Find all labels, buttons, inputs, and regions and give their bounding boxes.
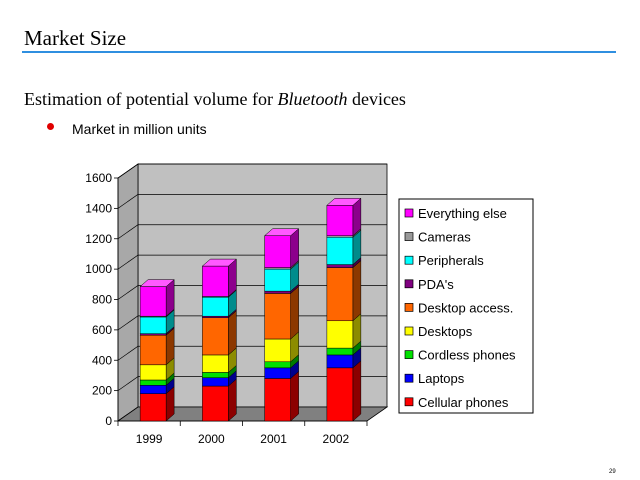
bar-segment bbox=[139, 316, 167, 334]
bar-segment bbox=[326, 236, 354, 265]
bar-segment bbox=[326, 367, 354, 422]
bar-segment bbox=[139, 385, 167, 394]
subtitle-tail: devices bbox=[347, 89, 406, 109]
bar-segment bbox=[139, 379, 167, 386]
legend-label: Cordless phones bbox=[418, 348, 516, 363]
bar-segment bbox=[326, 264, 354, 268]
y-tick-label: 800 bbox=[92, 293, 112, 307]
legend-swatch bbox=[404, 326, 414, 336]
bar-segment bbox=[264, 293, 291, 340]
bar-segment bbox=[139, 286, 167, 317]
bar-segment bbox=[139, 334, 167, 366]
legend-swatch bbox=[404, 208, 414, 218]
gridline bbox=[117, 315, 387, 331]
bar-segment bbox=[202, 385, 229, 422]
bar-segment bbox=[264, 378, 291, 422]
bar-segment bbox=[139, 364, 167, 381]
slide-subtitle: Estimation of potential volume for Bluet… bbox=[24, 89, 406, 110]
legend-swatch bbox=[404, 279, 414, 289]
gridline bbox=[117, 345, 387, 361]
bar-segment bbox=[326, 320, 354, 349]
bar-segment-side bbox=[290, 370, 299, 422]
bar-segment-side bbox=[352, 260, 362, 322]
legend-swatch bbox=[404, 397, 414, 407]
bar-segment bbox=[264, 268, 291, 292]
bar-segment-side bbox=[228, 310, 237, 356]
bar-segment bbox=[326, 205, 354, 236]
x-tick-label: 2000 bbox=[198, 432, 225, 446]
y-tick-label: 200 bbox=[92, 384, 112, 398]
legend-label: Cellular phones bbox=[418, 395, 509, 410]
bar-top-cap bbox=[201, 258, 238, 267]
legend-swatch bbox=[404, 350, 414, 359]
bullet-text: Market in million units bbox=[72, 121, 207, 137]
title-divider bbox=[22, 51, 616, 53]
bullet-dot-icon bbox=[47, 123, 54, 130]
bar-segment bbox=[202, 296, 229, 317]
bar-top-cap bbox=[263, 228, 300, 236]
bar-segment bbox=[264, 290, 291, 294]
subtitle-lead: Estimation of potential volume for bbox=[24, 89, 278, 109]
y-tick-label: 400 bbox=[92, 353, 112, 367]
y-tick-label: 0 bbox=[105, 414, 112, 428]
legend-swatch bbox=[404, 232, 414, 241]
bar-top-cap bbox=[139, 279, 175, 287]
x-tick-label: 2002 bbox=[323, 432, 350, 446]
bar-segment bbox=[264, 367, 291, 379]
legend-label: Desktop access. bbox=[418, 300, 513, 315]
bar-segment bbox=[264, 361, 291, 369]
y-tick-label: 1400 bbox=[85, 201, 112, 215]
legend-label: Laptops bbox=[418, 371, 465, 386]
chart-legend bbox=[398, 198, 534, 414]
bar-segment bbox=[202, 377, 229, 387]
gridline bbox=[117, 285, 387, 300]
y-tick-label: 1600 bbox=[85, 171, 112, 185]
x-tick-label: 1999 bbox=[136, 432, 163, 446]
bar-segment-side bbox=[352, 360, 362, 422]
bar-segment-side bbox=[290, 285, 299, 340]
bar-segment bbox=[202, 372, 229, 378]
gridline bbox=[117, 194, 387, 209]
legend-swatch bbox=[404, 255, 414, 265]
x-tick-label: 2001 bbox=[260, 432, 287, 446]
bar-segment bbox=[326, 354, 354, 369]
y-tick-label: 600 bbox=[92, 323, 112, 337]
legend-label: Desktops bbox=[418, 324, 473, 339]
legend-label: Everything else bbox=[418, 206, 507, 221]
legend-swatch bbox=[404, 303, 414, 312]
legend-label: Peripherals bbox=[418, 253, 484, 268]
subtitle-emphasis: Bluetooth bbox=[277, 89, 348, 109]
gridline bbox=[117, 254, 387, 270]
bar-segment bbox=[139, 393, 167, 422]
bar-segment bbox=[202, 265, 229, 297]
bar-top-cap bbox=[326, 198, 362, 206]
bar-segment bbox=[202, 354, 229, 373]
page-number: 29 bbox=[609, 469, 616, 475]
legend-label: Cameras bbox=[418, 230, 471, 245]
gridline bbox=[117, 224, 387, 240]
legend-swatch bbox=[404, 373, 414, 383]
slide-title: Market Size bbox=[24, 26, 127, 50]
gridline bbox=[117, 376, 387, 391]
bar-segment bbox=[326, 267, 354, 322]
y-tick-label: 1200 bbox=[85, 232, 112, 246]
bar-segment bbox=[326, 347, 354, 356]
y-tick-label: 1000 bbox=[85, 262, 112, 276]
bar-segment bbox=[202, 317, 229, 356]
gridline bbox=[117, 163, 387, 179]
bar-segment bbox=[264, 338, 291, 363]
legend-label: PDA's bbox=[418, 277, 454, 292]
bar-segment-side bbox=[228, 378, 237, 422]
bar-segment bbox=[264, 235, 291, 268]
